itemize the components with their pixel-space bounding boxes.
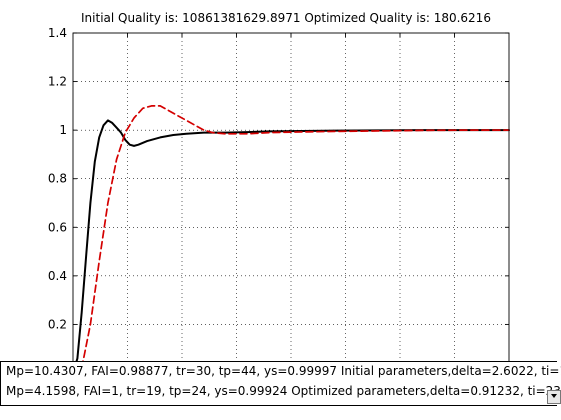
x-axis-ticks bbox=[127, 33, 455, 37]
scroll-down-arrow-icon bbox=[551, 394, 557, 398]
optimized-response-line bbox=[72, 105, 510, 374]
y-tick-label: 0.4 bbox=[48, 269, 67, 283]
y-tick-label: 0.6 bbox=[48, 220, 67, 234]
y-tick-label: 0.8 bbox=[48, 172, 67, 186]
initial-parameters-text: Mp=10.4307, FAI=0.98877, tr=30, tp=44, y… bbox=[6, 364, 561, 378]
y-tick-label: 1.2 bbox=[48, 75, 67, 89]
y-tick-label: 0.2 bbox=[48, 317, 67, 331]
y-tick-label: 1.4 bbox=[48, 26, 67, 40]
parameter-info-box: Mp=10.4307, FAI=0.98877, tr=30, tp=44, y… bbox=[0, 361, 561, 406]
chart-title: Initial Quality is: 10861381629.8971 Opt… bbox=[81, 11, 491, 25]
optimized-parameters-text: Mp=4.1598, FAI=1, tr=19, tp=24, ys=0.999… bbox=[6, 384, 561, 398]
y-axis-ticks: 0.2 0.4 0.6 0.8 1 1.2 1.4 bbox=[48, 26, 509, 331]
scroll-down-button[interactable] bbox=[547, 390, 561, 404]
initial-response-line bbox=[72, 119, 510, 374]
grid-lines bbox=[73, 33, 509, 373]
plot-series bbox=[72, 105, 510, 374]
y-tick-label: 1 bbox=[59, 123, 67, 137]
